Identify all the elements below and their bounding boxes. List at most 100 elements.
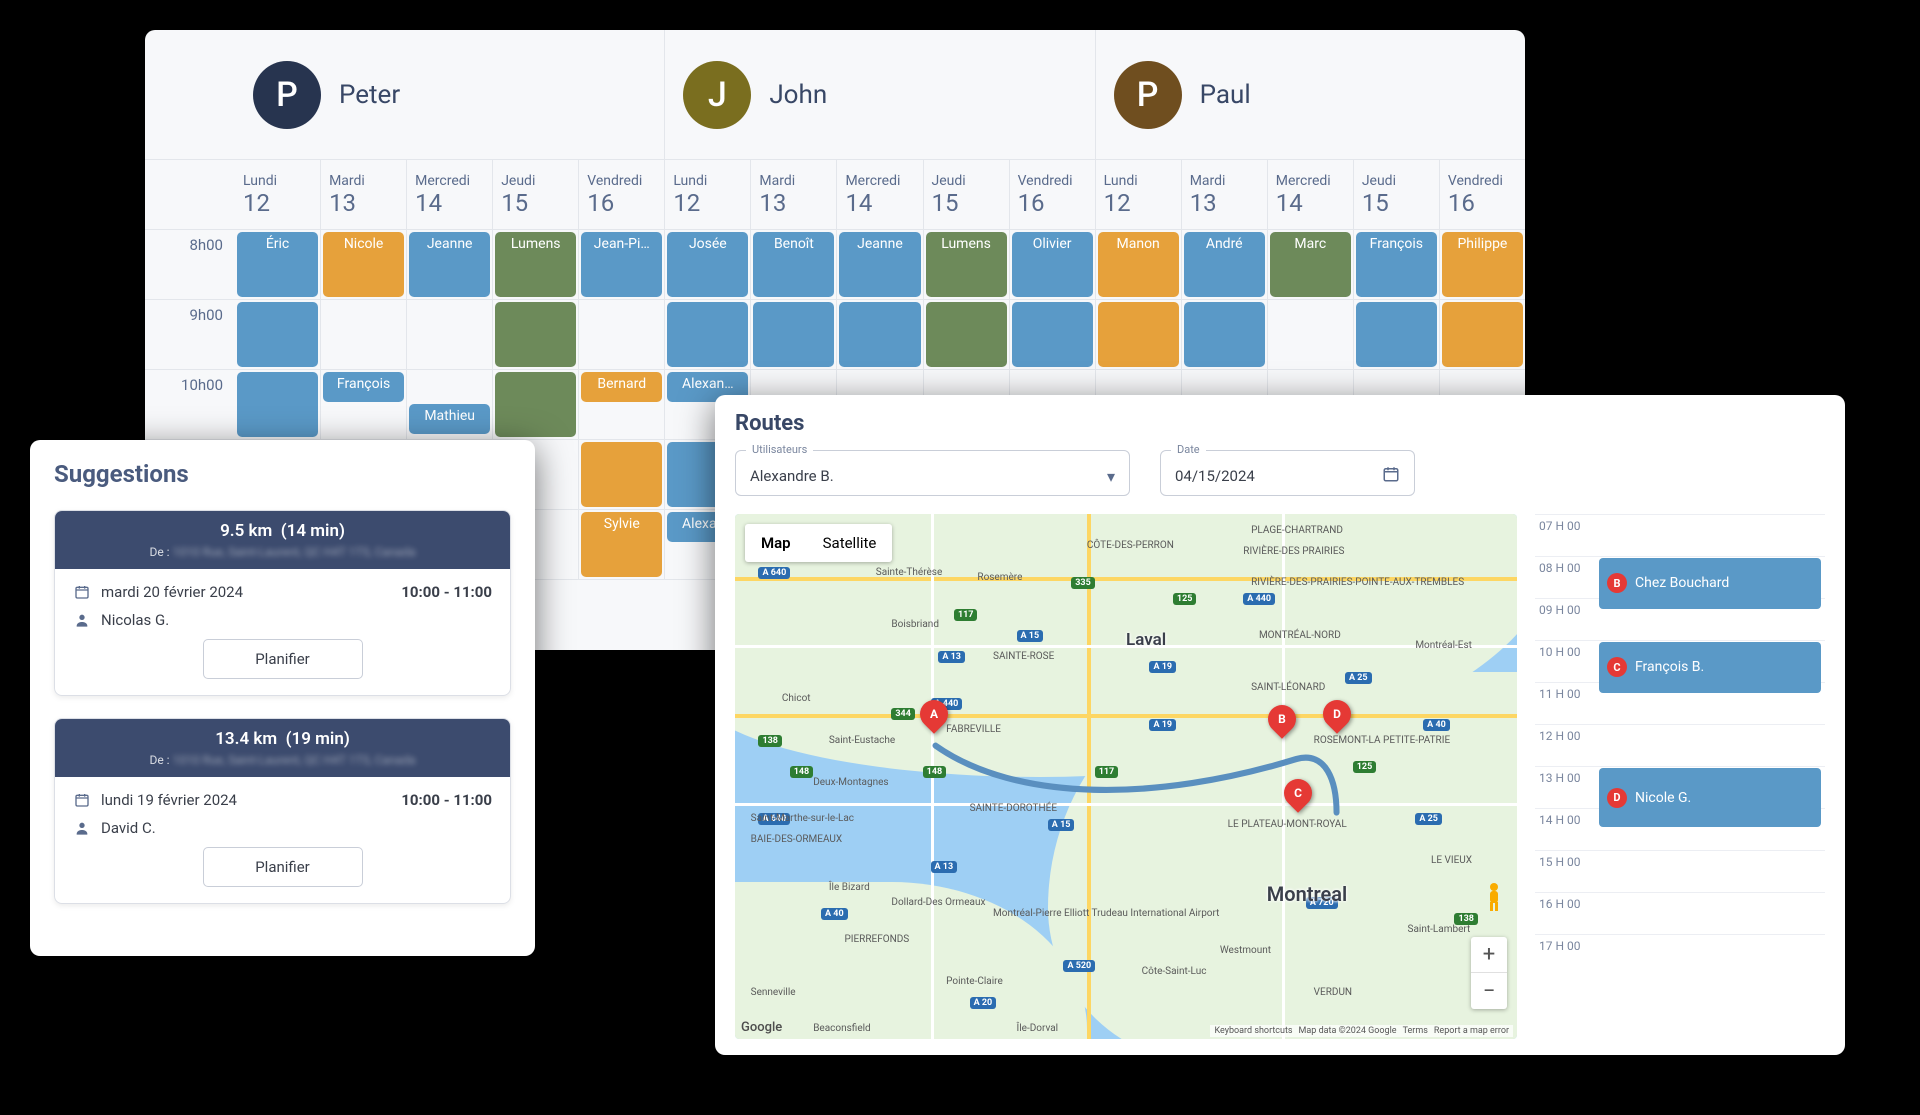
calendar-event[interactable]: Jean-Pi… bbox=[581, 232, 662, 297]
calendar-event[interactable]: Marc bbox=[1270, 232, 1351, 297]
calendar-event[interactable] bbox=[1098, 302, 1179, 367]
timeline-event[interactable]: BChez Bouchard bbox=[1599, 558, 1821, 609]
calendar-cell[interactable]: Mathieu bbox=[407, 370, 493, 440]
calendar-cell[interactable] bbox=[1010, 300, 1096, 370]
calendar-day-header[interactable]: Vendredi16 bbox=[1440, 160, 1525, 229]
calendar-day-header[interactable]: Mercredi14 bbox=[407, 160, 493, 229]
calendar-day-header[interactable]: Mardi13 bbox=[321, 160, 407, 229]
calendar-day-header[interactable]: Mercredi14 bbox=[837, 160, 923, 229]
calendar-cell[interactable]: Sylvie bbox=[579, 510, 665, 580]
calendar-cell[interactable]: Josée bbox=[665, 230, 751, 300]
calendar-event[interactable] bbox=[237, 372, 318, 437]
calendar-event[interactable] bbox=[495, 372, 576, 437]
calendar-cell[interactable] bbox=[493, 300, 579, 370]
calendar-cell[interactable]: François bbox=[1354, 230, 1440, 300]
calendar-cell[interactable] bbox=[579, 440, 665, 510]
calendar-event[interactable] bbox=[926, 302, 1007, 367]
calendar-cell[interactable]: Benoît bbox=[751, 230, 837, 300]
calendar-day-header[interactable]: Lundi12 bbox=[665, 160, 751, 229]
calendar-cell[interactable]: Bernard bbox=[579, 370, 665, 440]
map-type-satellite[interactable]: Satellite bbox=[807, 524, 893, 562]
map[interactable]: 138138A 640A 640A 440A 44012512533511711… bbox=[735, 514, 1517, 1039]
calendar-event[interactable]: Jeanne bbox=[409, 232, 490, 297]
calendar-day-header[interactable]: Lundi12 bbox=[1096, 160, 1182, 229]
calendar-cell[interactable] bbox=[1354, 300, 1440, 370]
calendar-event[interactable]: Bernard bbox=[581, 372, 662, 402]
date-input[interactable]: Date 04/15/2024 bbox=[1160, 450, 1415, 496]
calendar-person[interactable]: PPaul bbox=[1096, 30, 1525, 159]
calendar-event[interactable] bbox=[495, 302, 576, 367]
calendar-day-header[interactable]: Vendredi16 bbox=[1010, 160, 1096, 229]
zoom-in-button[interactable]: + bbox=[1471, 937, 1507, 973]
map-attr-link[interactable]: Keyboard shortcuts bbox=[1214, 1026, 1292, 1036]
calendar-cell[interactable]: François bbox=[321, 370, 407, 440]
pegman-icon[interactable] bbox=[1483, 882, 1505, 919]
calendar-event[interactable]: Sylvie bbox=[581, 512, 662, 577]
plan-button[interactable]: Planifier bbox=[203, 847, 363, 887]
calendar-event[interactable] bbox=[839, 302, 920, 367]
calendar-day-header[interactable]: Mardi13 bbox=[751, 160, 837, 229]
map-pin[interactable]: C bbox=[1278, 773, 1318, 813]
calendar-event[interactable] bbox=[753, 302, 834, 367]
calendar-cell[interactable]: Lumens bbox=[924, 230, 1010, 300]
calendar-cell[interactable] bbox=[751, 300, 837, 370]
calendar-event[interactable]: Josée bbox=[667, 232, 748, 297]
calendar-event[interactable] bbox=[1356, 302, 1437, 367]
calendar-cell[interactable]: Nicole bbox=[321, 230, 407, 300]
calendar-cell[interactable]: Éric bbox=[235, 230, 321, 300]
calendar-day-header[interactable]: Mercredi14 bbox=[1268, 160, 1354, 229]
calendar-event[interactable]: Jeanne bbox=[839, 232, 920, 297]
calendar-day-header[interactable]: Mardi13 bbox=[1182, 160, 1268, 229]
calendar-event[interactable]: Mathieu bbox=[409, 404, 490, 434]
timeline-event[interactable]: CFrançois B. bbox=[1599, 642, 1821, 693]
calendar-cell[interactable] bbox=[1268, 300, 1354, 370]
user-select[interactable]: Utilisateurs Alexandre B. ▾ bbox=[735, 450, 1130, 496]
calendar-cell[interactable]: Jeanne bbox=[837, 230, 923, 300]
calendar-event[interactable]: Éric bbox=[237, 232, 318, 297]
calendar-day-header[interactable]: Jeudi15 bbox=[924, 160, 1010, 229]
map-attr-link[interactable]: Report a map error bbox=[1434, 1026, 1509, 1036]
calendar-event[interactable]: François bbox=[1356, 232, 1437, 297]
calendar-event[interactable]: Olivier bbox=[1012, 232, 1093, 297]
calendar-event[interactable]: Philippe bbox=[1442, 232, 1523, 297]
calendar-event[interactable]: Nicole bbox=[323, 232, 404, 297]
calendar-person[interactable]: JJohn bbox=[665, 30, 1095, 159]
calendar-cell[interactable] bbox=[407, 300, 493, 370]
map-attr-link[interactable]: Terms bbox=[1403, 1026, 1428, 1036]
calendar-event[interactable]: Manon bbox=[1098, 232, 1179, 297]
timeline-event[interactable]: DNicole G. bbox=[1599, 768, 1821, 827]
calendar-event[interactable] bbox=[1442, 302, 1523, 367]
calendar-person[interactable]: PPeter bbox=[235, 30, 665, 159]
calendar-cell[interactable]: André bbox=[1182, 230, 1268, 300]
calendar-cell[interactable] bbox=[579, 300, 665, 370]
calendar-cell[interactable] bbox=[924, 300, 1010, 370]
calendar-cell[interactable] bbox=[235, 370, 321, 440]
calendar-event[interactable] bbox=[1184, 302, 1265, 367]
calendar-cell[interactable] bbox=[321, 300, 407, 370]
calendar-day-header[interactable]: Jeudi15 bbox=[1354, 160, 1440, 229]
calendar-event[interactable] bbox=[1012, 302, 1093, 367]
calendar-cell[interactable] bbox=[1182, 300, 1268, 370]
calendar-cell[interactable] bbox=[665, 300, 751, 370]
plan-button[interactable]: Planifier bbox=[203, 639, 363, 679]
map-pin[interactable]: D bbox=[1317, 694, 1357, 734]
calendar-cell[interactable] bbox=[837, 300, 923, 370]
calendar-cell[interactable]: Olivier bbox=[1010, 230, 1096, 300]
calendar-event[interactable] bbox=[667, 302, 748, 367]
calendar-event[interactable]: François bbox=[323, 372, 404, 402]
calendar-cell[interactable] bbox=[493, 370, 579, 440]
calendar-cell[interactable]: Manon bbox=[1096, 230, 1182, 300]
calendar-day-header[interactable]: Jeudi15 bbox=[493, 160, 579, 229]
calendar-cell[interactable]: Jean-Pi… bbox=[579, 230, 665, 300]
calendar-event[interactable] bbox=[237, 302, 318, 367]
calendar-cell[interactable]: Philippe bbox=[1440, 230, 1525, 300]
calendar-cell[interactable]: Jeanne bbox=[407, 230, 493, 300]
calendar-cell[interactable] bbox=[235, 300, 321, 370]
calendar-event[interactable]: André bbox=[1184, 232, 1265, 297]
calendar-cell[interactable]: Lumens bbox=[493, 230, 579, 300]
calendar-event[interactable] bbox=[581, 442, 662, 507]
map-attr-link[interactable]: Map data ©2024 Google bbox=[1299, 1026, 1397, 1036]
calendar-day-header[interactable]: Vendredi16 bbox=[579, 160, 665, 229]
calendar-cell[interactable] bbox=[1440, 300, 1525, 370]
calendar-event[interactable]: Lumens bbox=[926, 232, 1007, 297]
